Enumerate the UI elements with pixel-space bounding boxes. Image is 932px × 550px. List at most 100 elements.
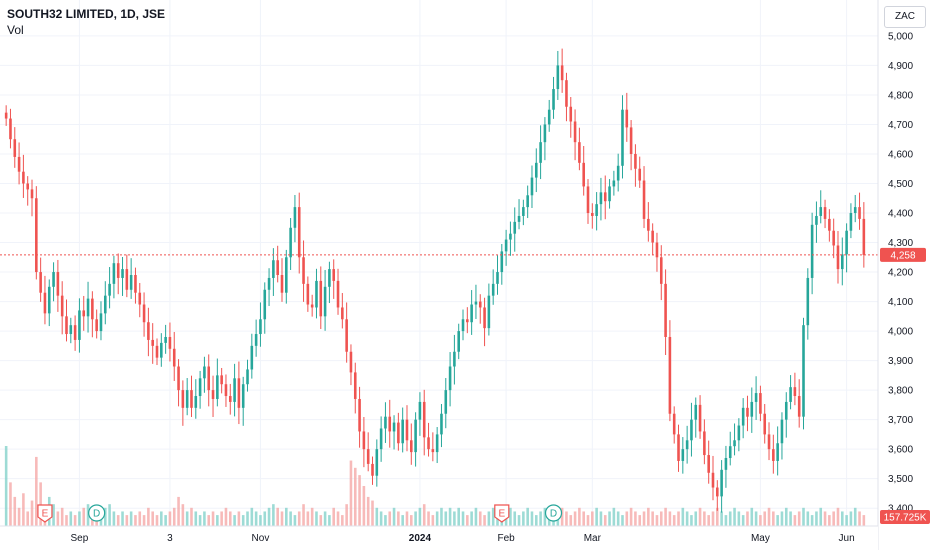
candle-body xyxy=(737,425,741,441)
volume-bar xyxy=(685,511,689,526)
volume-bar xyxy=(392,507,396,526)
candle-body xyxy=(211,390,215,399)
candle-body xyxy=(759,393,762,414)
volume-bar xyxy=(776,515,779,526)
volume-bar xyxy=(487,511,491,526)
price-tick-label: 4,800 xyxy=(888,90,913,101)
candle-body xyxy=(341,307,344,320)
time-tick-label: 3 xyxy=(167,533,173,544)
volume-bar xyxy=(483,515,486,526)
volume-bar xyxy=(228,511,232,526)
event-markers: EDEDED⚡ xyxy=(37,504,563,523)
candle-body xyxy=(427,437,430,450)
candle-body xyxy=(43,292,47,314)
volume-bar xyxy=(353,467,357,526)
candle-body xyxy=(418,401,422,420)
candle-body xyxy=(254,334,258,346)
volume-bar xyxy=(155,515,159,526)
volume-bar xyxy=(466,515,469,526)
volume-bar xyxy=(862,515,866,526)
candle-body xyxy=(216,375,219,399)
candle-body xyxy=(181,390,185,408)
candle-body xyxy=(690,419,693,441)
volume-bar xyxy=(767,507,771,526)
candle-body xyxy=(694,404,698,420)
candle-body xyxy=(716,487,719,497)
volume-bar xyxy=(4,446,8,526)
volume-bar xyxy=(478,511,482,526)
candle-body xyxy=(457,331,460,352)
volume-bar xyxy=(254,511,258,526)
candle-body xyxy=(69,325,73,335)
volume-bar xyxy=(841,511,844,526)
volume-bar xyxy=(836,507,840,526)
volume-bar xyxy=(276,507,279,526)
candle-body xyxy=(276,260,279,275)
candle-body xyxy=(547,109,551,125)
volume-bar xyxy=(138,511,142,526)
candle-body xyxy=(39,272,42,293)
candle-body xyxy=(862,218,866,255)
volume-bar xyxy=(39,482,42,526)
candle-body xyxy=(134,275,137,293)
volume-bar xyxy=(849,511,853,526)
candle-body xyxy=(315,280,318,308)
candle-body xyxy=(664,283,667,337)
volume-bar xyxy=(629,507,633,526)
price-tick-label: 3,500 xyxy=(888,474,913,485)
time-axis[interactable] xyxy=(0,526,878,550)
volume-bar xyxy=(681,507,685,526)
candle-body xyxy=(30,189,34,199)
candle-body xyxy=(793,387,797,397)
candle-body xyxy=(207,366,211,391)
volume-bar xyxy=(177,496,180,526)
candle-body xyxy=(638,168,642,181)
candle-body xyxy=(828,218,831,231)
marker-label: D xyxy=(550,509,557,520)
candle-body xyxy=(698,404,702,432)
volume-bar xyxy=(491,507,495,526)
candle-body xyxy=(164,336,167,343)
candle-body xyxy=(780,419,784,444)
volume-bar xyxy=(22,493,25,526)
earnings-marker[interactable]: E xyxy=(494,504,510,523)
candle-body xyxy=(185,390,189,408)
candle-body xyxy=(26,183,29,190)
candle-body xyxy=(724,458,728,470)
volume-bar xyxy=(121,511,124,526)
volume-bar xyxy=(569,515,573,526)
volume-bar xyxy=(181,504,185,526)
candle-body xyxy=(841,254,844,270)
currency-button[interactable]: ZAC xyxy=(884,6,926,28)
candle-body xyxy=(491,283,495,296)
candle-body xyxy=(858,207,861,219)
volume-legend-label: Vol xyxy=(7,23,24,37)
candle-body xyxy=(17,156,21,172)
candle-body xyxy=(319,280,323,317)
candle-body xyxy=(797,396,801,417)
volume-bar xyxy=(65,515,68,526)
dividend-marker[interactable]: D xyxy=(544,504,563,522)
volume-bar xyxy=(349,460,353,526)
volume-bar xyxy=(431,515,435,526)
dividend-marker-shape xyxy=(544,504,563,522)
last-price-label: 4,258 xyxy=(880,247,926,262)
volume-bar xyxy=(134,515,137,526)
earnings-marker[interactable]: E xyxy=(37,504,53,523)
candle-body xyxy=(194,396,198,408)
candle-body xyxy=(410,440,413,453)
price-tick-label: 5,000 xyxy=(888,31,913,42)
dividend-marker[interactable]: D xyxy=(88,504,106,522)
volume-bar xyxy=(362,486,366,526)
price-axis[interactable] xyxy=(878,0,932,550)
volume-bar xyxy=(741,515,745,526)
candle-body xyxy=(478,301,482,308)
candle-body xyxy=(470,304,473,323)
price-tick-label: 3,600 xyxy=(888,445,913,456)
candle-body xyxy=(504,239,508,252)
candle-body xyxy=(668,336,672,414)
volume-bar xyxy=(384,515,387,526)
volume-bar xyxy=(259,515,262,526)
volume-bar xyxy=(306,511,310,526)
